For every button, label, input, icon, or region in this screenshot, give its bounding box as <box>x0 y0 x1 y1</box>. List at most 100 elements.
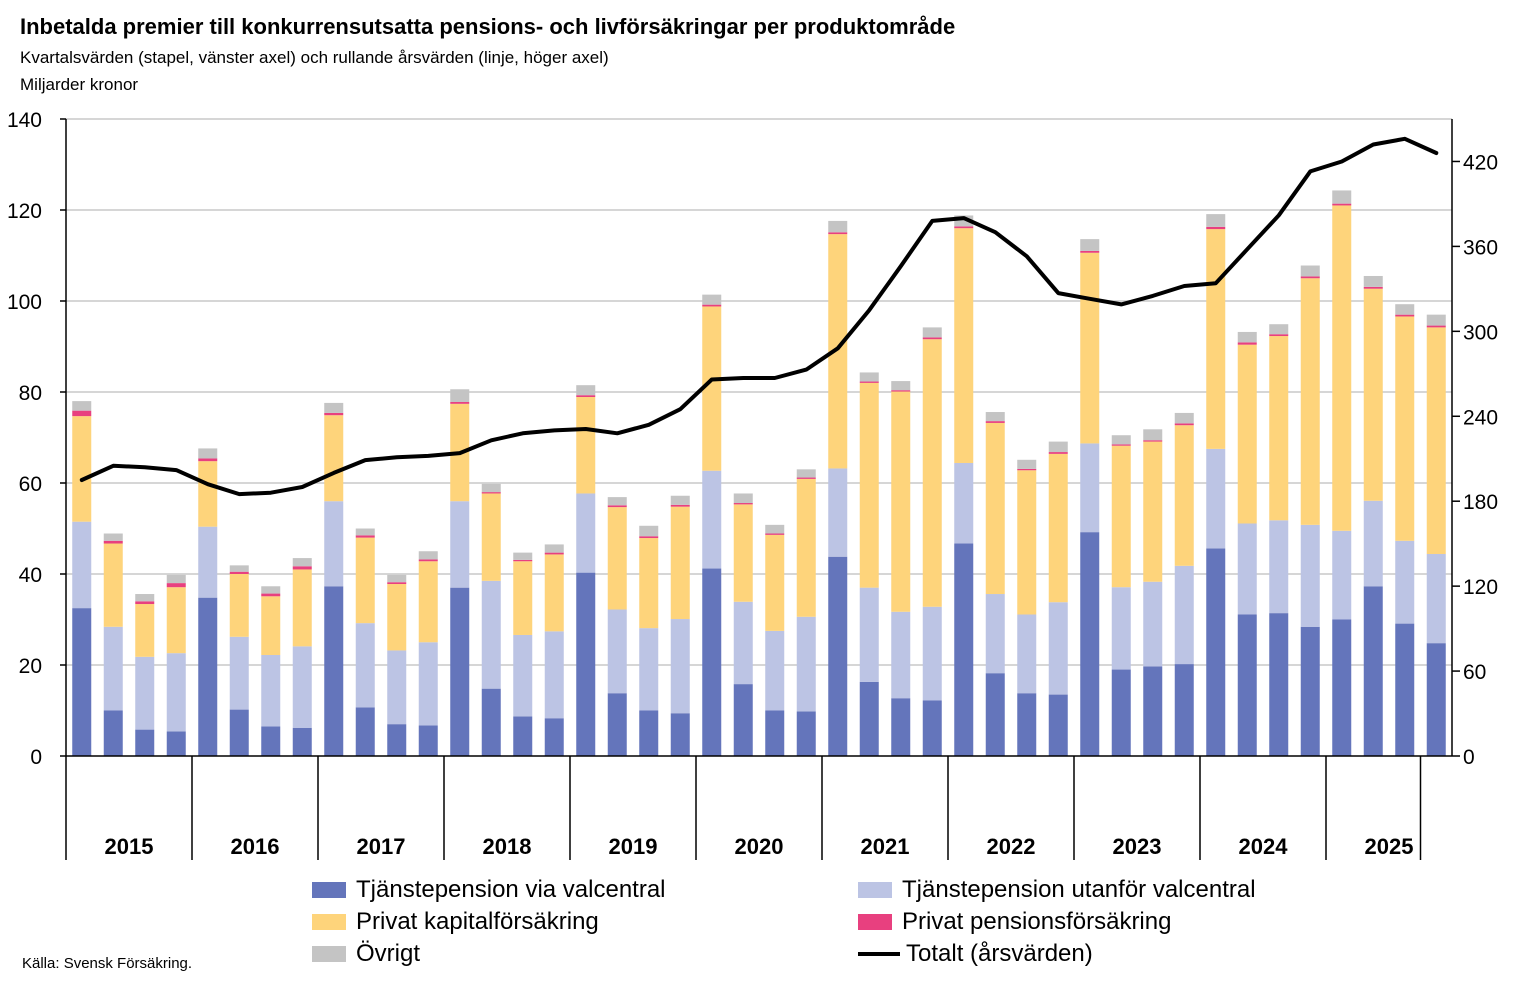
y2-tick-label: 120 <box>1463 576 1498 599</box>
legend-swatch <box>858 914 892 930</box>
bar-segment <box>576 385 596 396</box>
bar-segment <box>1080 252 1100 444</box>
bar-segment <box>1206 548 1226 756</box>
bar-segment <box>1363 288 1383 501</box>
bar-segment <box>954 543 974 756</box>
legend-label: Tjänstepension utanför valcentral <box>902 876 1256 903</box>
bar-segment <box>1269 520 1289 614</box>
bar-segment <box>828 234 848 469</box>
bar-segment <box>733 504 753 602</box>
bar-segment <box>324 501 344 587</box>
bar-segment <box>513 559 533 562</box>
bar-segment <box>1111 445 1131 588</box>
bar-segment <box>1143 581 1163 667</box>
bar-segment <box>985 412 1005 422</box>
bar-segment <box>261 726 281 756</box>
bar-segment <box>765 710 785 756</box>
legend-item-ovrigt: Övrigt <box>312 940 420 968</box>
legend-label: Privat kapitalförsäkring <box>356 908 599 935</box>
bar-segment <box>859 381 879 383</box>
bar-segment <box>261 654 281 727</box>
legend-item-totalt: Totalt (årsvärden) <box>858 940 1093 968</box>
bar-segment <box>103 626 123 711</box>
chart-subtitle: Kvartalsvärden (stapel, vänster axel) oc… <box>20 48 609 67</box>
bar-segment <box>1395 623 1415 756</box>
bar-segment <box>702 294 722 305</box>
bar-segment <box>1017 614 1037 694</box>
bar-segment <box>103 710 123 756</box>
bar-segment <box>1237 342 1257 345</box>
bar-segment <box>607 609 627 694</box>
bar-segment <box>103 533 123 541</box>
bar-segment <box>103 540 123 544</box>
bar-segment <box>450 402 470 404</box>
year-label: 2022 <box>987 834 1036 859</box>
bar-segment <box>261 593 281 597</box>
bar-segment <box>954 226 974 229</box>
bar-segment <box>639 628 659 711</box>
bar-segment <box>1017 468 1037 471</box>
y-tick-label: 80 <box>19 382 42 405</box>
legend-label: Totalt (årsvärden) <box>906 940 1093 967</box>
bar-segment <box>1426 325 1446 328</box>
year-label: 2015 <box>105 834 154 859</box>
bar-segment <box>576 572 596 756</box>
y-tick-label: 140 <box>7 109 42 132</box>
bar-segment <box>1111 587 1131 670</box>
bar-segment <box>891 611 911 699</box>
bar-segment <box>481 580 501 689</box>
bar-segment <box>1111 435 1131 445</box>
bar-segment <box>292 558 312 567</box>
bar-segment <box>922 337 942 340</box>
bar-segment <box>544 552 564 555</box>
bar-segment <box>985 422 1005 595</box>
bar-segment <box>1426 327 1446 554</box>
bar-segment <box>261 586 281 594</box>
bar-segment <box>1048 441 1068 453</box>
legend-swatch <box>858 882 892 898</box>
year-label: 2025 <box>1365 834 1414 859</box>
bar-segment <box>135 729 155 756</box>
bar-segment <box>796 477 816 479</box>
bar-segment <box>418 725 438 756</box>
legend-swatch <box>312 914 346 930</box>
bar-segment <box>513 552 533 560</box>
bar-segment <box>135 604 155 657</box>
bar-segment <box>1237 331 1257 343</box>
bar-segment <box>103 543 123 627</box>
bar-segment <box>1080 239 1100 251</box>
y2-tick-label: 300 <box>1463 321 1498 344</box>
bar-segment <box>1206 214 1226 227</box>
bar-segment <box>544 631 564 719</box>
bar-segment <box>702 568 722 756</box>
bar-segment <box>1363 500 1383 587</box>
bar-segment <box>733 601 753 685</box>
bar-segment <box>607 507 627 610</box>
bar-segment <box>418 642 438 726</box>
bar-segment <box>1395 316 1415 541</box>
bar-segment <box>1300 278 1320 525</box>
bar-segment <box>891 698 911 756</box>
y2-tick-label: 360 <box>1463 236 1498 259</box>
bar-segment <box>859 382 879 588</box>
bar-segment <box>355 623 375 708</box>
bar-segment <box>1143 441 1163 582</box>
year-label: 2024 <box>1239 834 1289 859</box>
bar-segment <box>229 709 249 756</box>
bar-segment <box>1143 666 1163 756</box>
bar-segment <box>513 634 533 717</box>
bar-segment <box>1143 440 1163 442</box>
y2-tick-label: 180 <box>1463 491 1498 514</box>
bar-segment <box>1080 532 1100 756</box>
bar-segment <box>72 608 92 756</box>
legend-item-tjanste-utanfor: Tjänstepension utanför valcentral <box>858 876 1256 904</box>
bar-segment <box>1048 452 1068 454</box>
bar-segment <box>922 700 942 756</box>
bar-segment <box>1206 229 1226 449</box>
bar-segment <box>1174 423 1194 426</box>
bar-segment <box>481 493 501 581</box>
bar-segment <box>544 554 564 632</box>
bar-segment <box>1174 565 1194 665</box>
year-label: 2018 <box>483 834 532 859</box>
y-tick-label: 100 <box>7 291 42 314</box>
